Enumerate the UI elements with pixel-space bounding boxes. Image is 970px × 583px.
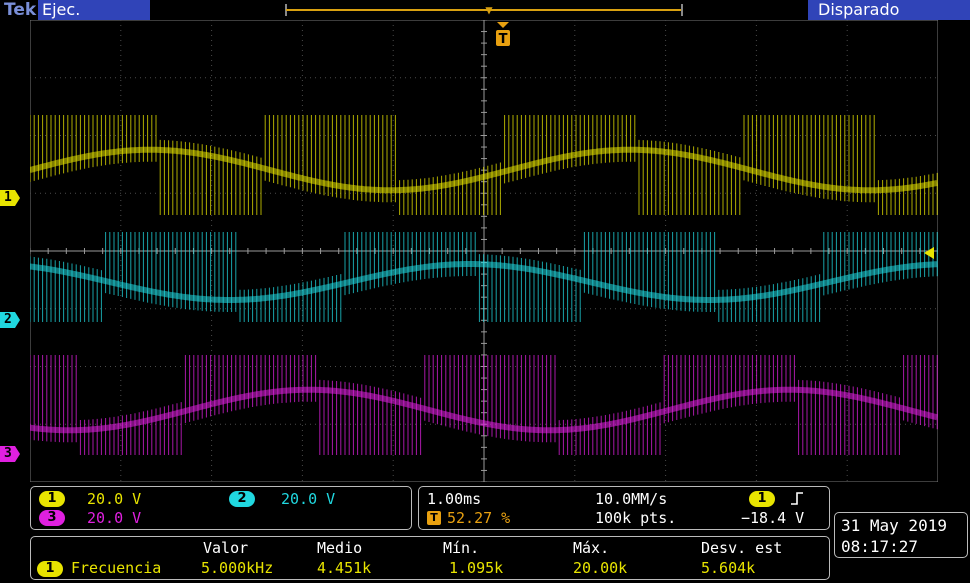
ch1-badge[interactable]: 1 [39,491,65,507]
waveform-display[interactable] [30,20,938,482]
measurement-panel: Valor Medio Mín. Máx. Desv. est 1 Frecue… [30,536,830,580]
tek-logo: Tek [4,0,37,20]
trigger-position-badge: T [427,511,441,525]
ch3-trace [30,355,938,455]
sample-rate: 10.0MM/s [595,490,668,508]
ch2-scale[interactable]: 20.0 V [281,490,336,508]
ch3-ground-marker[interactable]: 3 [0,446,20,462]
waveform-traces [30,115,938,455]
datetime-panel: 31 May 2019 08:17:27 [834,512,968,558]
ch1-scale[interactable]: 20.0 V [87,490,142,508]
record-view-right-bracket [681,4,683,16]
run-state-indicator[interactable]: Ejec. [38,0,150,20]
trigger-marker-label: T [499,32,508,47]
meas-min: 1.095k [449,559,504,577]
record-view-bar [286,9,682,11]
trigger-position-record-icon: ▼ [485,3,493,17]
ch1-ground-marker[interactable]: 1 [0,190,20,206]
meas-std: 5.604k [701,559,756,577]
ch2-trace [30,232,938,322]
meas-header-mean: Medio [317,539,363,557]
trigger-position-percent[interactable]: 52.27 % [447,509,511,527]
rising-edge-icon [791,492,803,505]
ch2-badge[interactable]: 2 [229,491,255,507]
trigger-level-icon[interactable] [920,247,934,259]
ch2-ground-marker[interactable]: 2 [0,312,20,328]
record-length: 100k pts. [595,509,677,527]
channel-scale-panel: 1 20.0 V 2 20.0 V 3 20.0 V [30,486,412,530]
meas-name[interactable]: Frecuencia [71,559,162,577]
timebase-trigger-panel: 1.00ms 10.0MM/s 1 T 52.27 % 100k pts. −1… [418,486,830,530]
meas-header-max: Máx. [573,539,610,557]
date-display: 31 May 2019 [841,516,947,535]
trigger-source-badge[interactable]: 1 [749,491,775,507]
time-display: 08:17:27 [841,537,919,556]
ch1-trace [30,115,938,215]
ch3-badge[interactable]: 3 [39,510,65,526]
meas-header-min: Mín. [443,539,480,557]
ch3-scale[interactable]: 20.0 V [87,509,142,527]
horizontal-scale[interactable]: 1.00ms [427,490,482,508]
trigger-level[interactable]: −18.4 V [741,509,805,527]
meas-mean: 4.451k [317,559,372,577]
meas-header-std: Desv. est [701,539,783,557]
top-status-bar: Tek Ejec. ▼ Disparado [0,0,970,20]
meas-max: 20.00k [573,559,628,577]
trigger-position-icon[interactable]: T [495,22,511,48]
meas-header-value: Valor [203,539,249,557]
meas-value: 5.000kHz [201,559,274,577]
meas-source-badge[interactable]: 1 [37,561,63,577]
trigger-state-indicator: Disparado [808,0,970,20]
